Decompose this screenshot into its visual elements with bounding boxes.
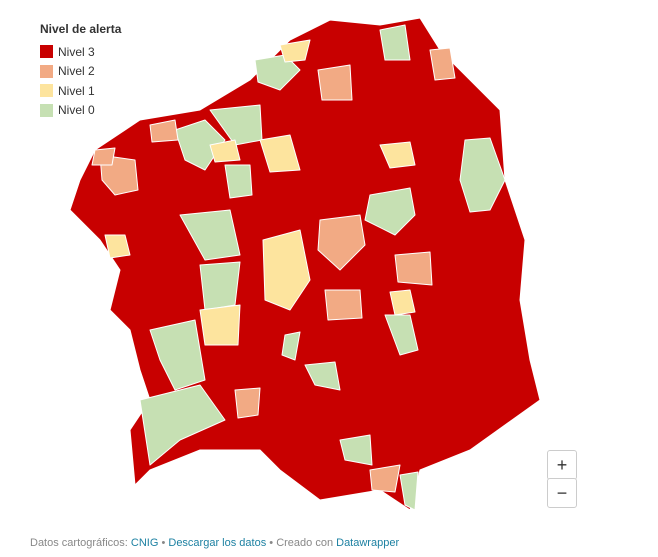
- region: [279, 39, 311, 63]
- region: [262, 229, 311, 311]
- region: [369, 464, 401, 493]
- region: [234, 387, 261, 419]
- region: [209, 139, 241, 163]
- legend-item: Nivel 1: [40, 81, 121, 101]
- region: [254, 54, 301, 91]
- tool-link[interactable]: Datawrapper: [336, 537, 400, 549]
- region: [224, 164, 253, 199]
- map: [69, 17, 541, 511]
- region: [384, 314, 419, 356]
- region: [149, 319, 206, 391]
- region: [104, 234, 131, 259]
- region: [364, 187, 416, 236]
- legend-label: Nivel 3: [58, 44, 95, 59]
- legend-swatch: [40, 45, 53, 59]
- region: [389, 289, 416, 316]
- legend: Nivel de alerta Nivel 3 Nivel 2 Nivel 1 Niv…: [40, 22, 121, 120]
- region: [379, 24, 411, 61]
- region: [179, 209, 241, 261]
- region: [379, 141, 416, 169]
- region: [317, 64, 353, 101]
- region: [459, 137, 506, 213]
- region: [199, 304, 241, 346]
- zoom-in-button[interactable]: +: [547, 450, 577, 480]
- footer: Datos cartográficos: CNIG • Descargar lo…: [30, 537, 399, 549]
- footer-text: Datos cartográficos:: [30, 537, 128, 549]
- legend-swatch: [40, 103, 53, 117]
- region: [317, 214, 366, 271]
- zoom-out-button[interactable]: −: [547, 478, 577, 508]
- legend-label: Nivel 2: [58, 64, 95, 79]
- footer-text: Creado con: [276, 537, 334, 549]
- legend-label: Nivel 1: [58, 83, 95, 98]
- region: [324, 289, 363, 321]
- source-link[interactable]: CNIG: [130, 537, 159, 549]
- region: [91, 147, 116, 166]
- region: [199, 261, 241, 311]
- legend-item: Nivel 3: [40, 42, 121, 62]
- legend-item: Nivel 2: [40, 62, 121, 82]
- legend-items: Nivel 3 Nivel 2 Nivel 1 Nivel 0: [40, 42, 121, 120]
- region: [394, 251, 433, 286]
- separator: •: [269, 537, 274, 549]
- region: [429, 47, 456, 81]
- region: [281, 331, 301, 361]
- legend-swatch: [40, 64, 53, 78]
- legend-swatch: [40, 84, 53, 98]
- region: [139, 384, 226, 466]
- region: [399, 471, 419, 511]
- region: [339, 434, 373, 466]
- legend-title: Nivel de alerta: [40, 22, 122, 36]
- region: [304, 361, 341, 391]
- legend-label: Nivel 0: [58, 103, 95, 118]
- separator: •: [161, 537, 166, 549]
- legend-item: Nivel 0: [40, 101, 121, 121]
- download-link[interactable]: Descargar los datos: [168, 537, 267, 549]
- region: [149, 119, 179, 143]
- region: [259, 134, 301, 173]
